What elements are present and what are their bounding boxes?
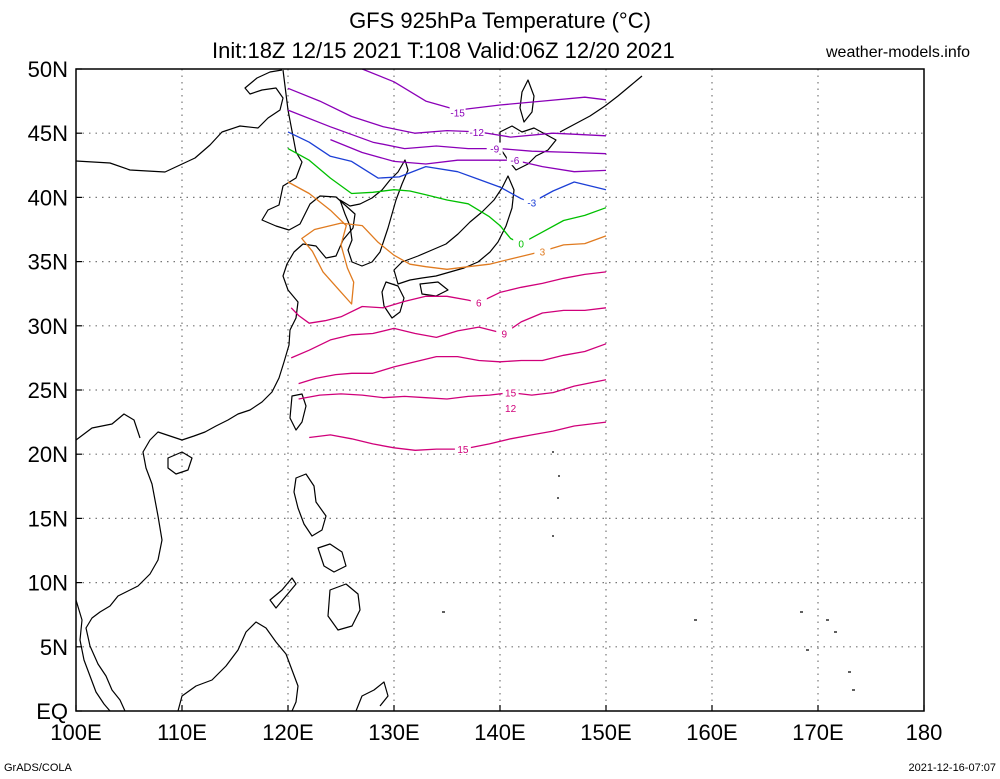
isotherm-label: -6 (510, 156, 519, 167)
isotherm-label: 0 (518, 240, 524, 251)
graticule (76, 69, 924, 711)
y-tick-label: EQ (36, 699, 68, 724)
isotherm--12 (287, 87, 607, 138)
isotherm-label-bg (513, 237, 530, 249)
honshu-coast (393, 175, 515, 285)
temperature-contours: -15 -12 -9 -6 -3 0 3 6 9 12 15 15 (287, 69, 607, 456)
isotherm-label-bg (502, 401, 519, 413)
axis-labels: 100E 110E 120E 130E 140E 150E 160E 170E 180 50N 45… (28, 57, 943, 745)
borneo-coast (177, 621, 299, 711)
isotherm-6 (290, 271, 607, 324)
footer-timestamp: 2021-12-16-07:07 (908, 762, 996, 774)
x-tick-label: 140E (474, 720, 525, 745)
isotherm-label: -3 (527, 199, 536, 210)
y-tick-label: 35N (28, 250, 68, 275)
isotherm-label: 9 (501, 330, 507, 341)
isotherm-label: 6 (476, 299, 482, 310)
isotherm-15 (309, 421, 607, 451)
y-tick-label: 45N (28, 121, 68, 146)
x-tick-label: 180 (906, 720, 943, 745)
kuril-islands (559, 75, 643, 133)
x-tick-label: 160E (686, 720, 737, 745)
malay-coast (76, 599, 111, 711)
isotherm-label: -9 (490, 145, 499, 156)
sakhalin-coast (519, 79, 535, 123)
isotherm-label-bg (470, 296, 487, 308)
asia-mainland-coast (76, 69, 356, 711)
isotherm-3 (287, 181, 607, 305)
y-tick-label: 20N (28, 442, 68, 467)
isotherm-label-bg (454, 443, 471, 455)
asia-west-coast (76, 413, 141, 441)
isotherm-label-bg (506, 154, 523, 166)
x-tick-label: 130E (368, 720, 419, 745)
isotherm--6 (330, 138, 607, 173)
isotherm-12 (298, 343, 607, 385)
palawan-coast (269, 577, 297, 609)
isotherm-label-bg (449, 106, 466, 118)
hainan-coast (167, 451, 193, 475)
isotherm-label-bg (523, 196, 540, 208)
isotherm-label: 15 (505, 389, 517, 400)
isotherm--9 (287, 109, 607, 155)
isotherm-15 (298, 379, 607, 400)
y-tick-label: 30N (28, 314, 68, 339)
pacific-islands (442, 451, 855, 691)
shikoku-coast (419, 281, 449, 297)
x-tick-label: 150E (580, 720, 631, 745)
isotherm-label-bg (486, 142, 503, 154)
kyushu-coast (381, 281, 405, 319)
y-tick-label: 50N (28, 57, 68, 82)
y-tick-label: 10N (28, 571, 68, 596)
luzon-coast (293, 473, 327, 537)
mindanao-coast (327, 583, 361, 631)
isotherm-label: 15 (457, 445, 469, 456)
isotherm-label: 3 (540, 247, 546, 258)
map-subtitle: Init:18Z 12/15 2021 T:108 Valid:06Z 12/2… (212, 38, 675, 63)
isotherm--3 (287, 131, 607, 204)
coastlines (76, 69, 855, 711)
x-tick-label: 120E (262, 720, 313, 745)
isotherm-label-bg (534, 245, 551, 257)
footer-software: GrADS/COLA (4, 762, 72, 774)
isotherm-label: -15 (450, 109, 465, 120)
isotherm-0 (287, 148, 607, 245)
taiwan-coast (289, 393, 307, 431)
map-title: GFS 925hPa Temperature (°C) (349, 8, 651, 33)
x-tick-label: 100E (50, 720, 101, 745)
isotherm-label-bg (468, 125, 485, 137)
x-tick-label: 170E (792, 720, 843, 745)
isotherm-9 (290, 307, 607, 359)
isotherm--15 (361, 69, 607, 111)
y-tick-label: 5N (40, 635, 68, 660)
korea-coast (339, 159, 409, 267)
isotherm-label-bg (496, 327, 513, 339)
isotherm-label: 12 (505, 404, 517, 415)
source-credit: weather-models.info (826, 44, 971, 61)
isotherm-label-bg (502, 386, 519, 398)
sulawesi-coast (355, 681, 389, 711)
visayas-coast (317, 543, 347, 573)
y-tick-label: 40N (28, 185, 68, 210)
x-tick-label: 110E (157, 720, 207, 745)
isotherm-label: -12 (469, 128, 484, 139)
y-tick-label: 15N (28, 506, 68, 531)
y-tick-label: 25N (28, 378, 68, 403)
